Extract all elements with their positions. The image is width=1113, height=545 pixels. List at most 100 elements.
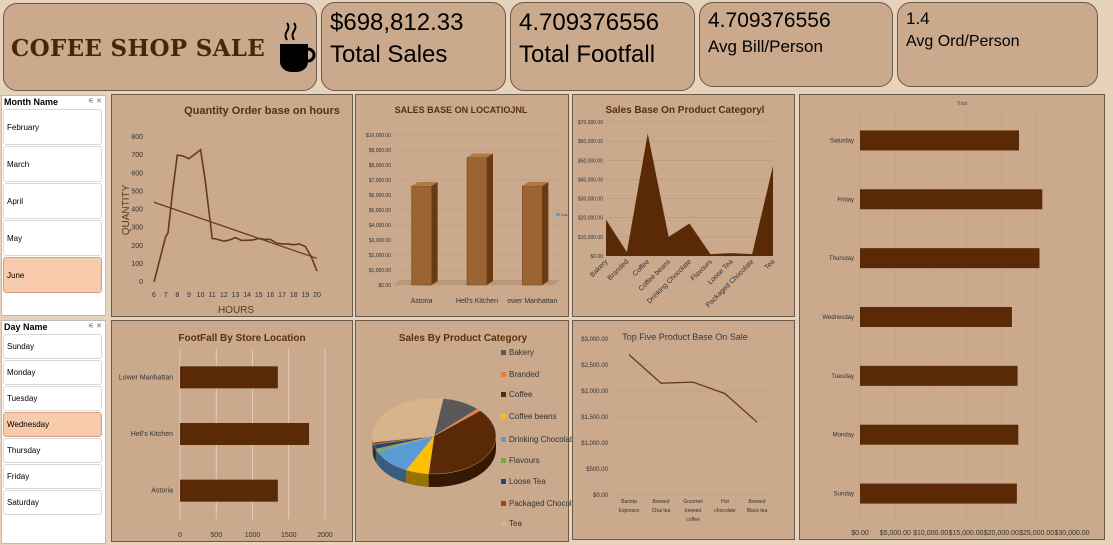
x-tick-label: 18 <box>290 292 298 299</box>
y-tick-label: $60,000.00 <box>578 139 603 145</box>
legend-label: Coffee beans <box>509 412 556 421</box>
x-tick-label: 7 <box>164 292 168 299</box>
dashboard-title: COFEE SHOP SALE <box>11 35 266 62</box>
x-tick-label: 2000 <box>317 532 333 539</box>
y-tick-label: $50,000.00 <box>578 158 603 164</box>
month-item-february[interactable]: February <box>3 109 102 145</box>
y-tick-label: 600 <box>131 170 143 177</box>
day-slicer-title: Day Name <box>4 322 48 332</box>
category-chart-panel: Sales Base On Product Categoryl $0.00 $10,… <box>572 94 795 317</box>
pie-slice-side <box>377 451 407 483</box>
pie-slice-side <box>373 444 376 463</box>
x-tick-label: Black tea <box>747 508 768 514</box>
y-tick-label: $0.00 <box>378 283 391 289</box>
pie-chart-panel: Sales By Product Category Bakery Branded Co… <box>355 320 583 542</box>
y-tick-label: $70,000.00 <box>578 120 603 126</box>
legend-label: Flavours <box>509 456 540 465</box>
chart-title: Sales Base On Product Categoryl <box>606 105 765 116</box>
x-tick-label: $5,000.00 <box>880 530 911 537</box>
kpi-total-footfall: 4.709376556 Total Footfall <box>510 2 695 91</box>
category-pie-chart: Sales By Product Category Bakery Branded Co… <box>371 333 583 528</box>
day-item-saturday[interactable]: Saturday <box>3 490 102 515</box>
month-item-june[interactable]: June <box>3 257 102 293</box>
x-tick-label: 19 <box>301 292 309 299</box>
y-tick-label: 300 <box>131 225 143 232</box>
kpi-label: Total Sales <box>330 41 448 68</box>
y-tick-label: $10,000.00 <box>366 133 391 139</box>
x-tick-label: Hot <box>721 499 729 505</box>
y-tick-label: $30,000.00 <box>578 197 603 203</box>
y-tick-label: $5,000.00 <box>369 208 391 214</box>
bar <box>860 248 1040 269</box>
y-tick-label: 100 <box>131 261 143 268</box>
bar-side <box>487 153 493 285</box>
bar <box>466 157 488 286</box>
x-tick-label: 9 <box>187 292 191 299</box>
x-tick-label: Bakery <box>589 258 610 279</box>
day-item-tuesday[interactable]: Tuesday <box>3 386 102 411</box>
location-bar-chart: SALES BASE ON LOCATIOJNL $0.00 $1,000.00 $2… <box>366 105 568 305</box>
y-tick-label: $1,000.00 <box>581 441 608 447</box>
y-tick-label: Sunday <box>834 492 854 498</box>
bar <box>860 307 1012 327</box>
day-item-thursday[interactable]: Thursday <box>3 438 102 463</box>
day-item-sunday[interactable]: Sunday <box>3 334 102 359</box>
y-tick-label: $4,000.00 <box>369 223 391 229</box>
x-tick-label: Hell's Kitchen <box>456 298 498 305</box>
kpi-label: Avg Ord/Person <box>906 33 1020 50</box>
y-tick-label: 0 <box>139 279 143 286</box>
clear-filter-icon[interactable]: ⚟ ✕ <box>87 98 102 105</box>
y-tick-label: $0.00 <box>593 493 609 499</box>
footfall-chart-panel: FootFall By Store Location 0 500 1000 1500 20… <box>111 320 353 542</box>
x-tick-label: $25,000.00 <box>1019 530 1054 537</box>
top5-chart-panel: Top Five Product Base On Sale $0.00 $500.0… <box>572 320 795 540</box>
legend-swatch <box>501 392 506 397</box>
y-tick-label: $500.00 <box>586 467 608 473</box>
day-item-friday[interactable]: Friday <box>3 464 102 489</box>
chart-title: SALES BASE ON LOCATIOJNL <box>395 105 528 115</box>
bar <box>180 479 278 502</box>
x-tick-label: $10,000.00 <box>913 530 948 537</box>
kpi-total-sales: $698,812.33 Total Sales <box>321 2 506 91</box>
bar <box>860 130 1019 151</box>
month-item-may[interactable]: May <box>3 220 102 256</box>
y-tick-label: Hell's Kitchen <box>131 431 173 438</box>
clear-filter-icon[interactable]: ⚟ ✕ <box>87 323 102 330</box>
month-item-april[interactable]: April <box>3 183 102 219</box>
month-item-march[interactable]: March <box>3 146 102 182</box>
y-tick-label: $2,500.00 <box>581 363 608 369</box>
y-tick-label: $8,000.00 <box>369 163 391 169</box>
x-tick-label: 15 <box>255 292 263 299</box>
y-tick-label: $2,000.00 <box>369 253 391 259</box>
legend-swatch <box>501 437 506 442</box>
coffee-cup-icon <box>280 22 316 72</box>
day-item-monday[interactable]: Monday <box>3 360 102 385</box>
pie-slice-side <box>428 436 496 487</box>
x-tick-label: Tea <box>763 258 776 271</box>
x-tick-label: $0.00 <box>851 530 869 537</box>
x-tick-label: Brewed <box>653 499 670 505</box>
x-tick-label: ower Manhattan <box>507 298 557 305</box>
x-tick-label: $20,000.00 <box>984 530 1019 537</box>
x-tick-label: 20 <box>313 292 321 299</box>
x-tick-label: 8 <box>175 292 179 299</box>
quantity-series-line <box>153 148 318 283</box>
x-tick-label: 6 <box>152 292 156 299</box>
x-tick-label: Coffee <box>632 258 652 278</box>
pie-slice-side <box>372 436 373 456</box>
legend-swatch <box>556 213 560 216</box>
x-tick-label: 10 <box>197 292 205 299</box>
y-tick-label: Lower Manhattan <box>119 374 173 381</box>
y-tick-label: $1,500.00 <box>581 415 608 421</box>
day-slicer: Day Name ⚟ ✕ Sunday Monday Tuesday Wednes… <box>1 320 106 544</box>
bar <box>860 424 1019 445</box>
day-item-wednesday[interactable]: Wednesday <box>3 412 102 437</box>
chart-title: Quantity Order base on hours <box>184 105 340 117</box>
kpi-avg-bill: 4.709376556 Avg Bill/Person <box>699 2 893 87</box>
x-tick-label: Espresso <box>619 508 640 514</box>
legend-label: Drinking Chocolate <box>509 435 577 444</box>
y-tick-label: Astoria <box>151 488 173 495</box>
legend-swatch <box>501 501 506 506</box>
y-tick-label: Tuesday <box>831 374 854 380</box>
y-tick-label: $10,000.00 <box>578 235 603 241</box>
